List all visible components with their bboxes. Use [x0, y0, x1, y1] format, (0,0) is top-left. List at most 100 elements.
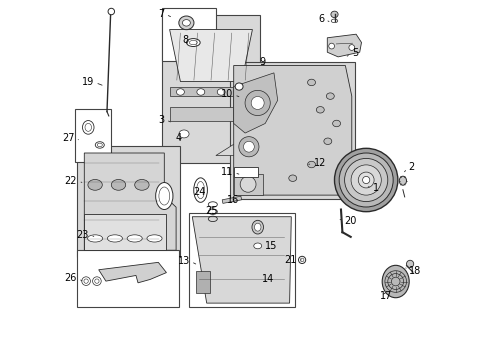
- Polygon shape: [222, 196, 241, 203]
- Polygon shape: [233, 66, 351, 195]
- Text: 2: 2: [407, 162, 414, 172]
- Ellipse shape: [155, 183, 173, 210]
- Ellipse shape: [82, 121, 94, 134]
- Ellipse shape: [307, 79, 315, 86]
- Circle shape: [92, 277, 101, 285]
- Ellipse shape: [146, 235, 162, 242]
- Ellipse shape: [127, 235, 142, 242]
- Circle shape: [251, 96, 264, 109]
- Ellipse shape: [107, 235, 122, 242]
- Ellipse shape: [307, 161, 315, 168]
- Polygon shape: [326, 34, 361, 57]
- Text: 20: 20: [344, 216, 356, 226]
- Ellipse shape: [111, 180, 125, 190]
- Circle shape: [81, 277, 90, 285]
- Text: 18: 18: [408, 266, 421, 276]
- Text: 26: 26: [64, 273, 77, 283]
- Ellipse shape: [179, 130, 189, 138]
- Text: 14: 14: [261, 274, 273, 284]
- Bar: [188, 213, 294, 307]
- Text: 12: 12: [313, 158, 325, 168]
- Bar: [162, 8, 215, 61]
- Text: 8: 8: [182, 35, 188, 45]
- Circle shape: [344, 158, 387, 202]
- Text: 1: 1: [373, 183, 379, 193]
- Ellipse shape: [330, 11, 337, 18]
- Ellipse shape: [254, 223, 261, 231]
- Circle shape: [362, 176, 369, 184]
- Polygon shape: [84, 153, 176, 250]
- Circle shape: [406, 260, 413, 267]
- Circle shape: [298, 256, 305, 264]
- Ellipse shape: [197, 89, 204, 95]
- Circle shape: [334, 148, 397, 212]
- Ellipse shape: [323, 138, 331, 144]
- Ellipse shape: [251, 220, 263, 234]
- Ellipse shape: [332, 120, 340, 127]
- Text: 25: 25: [205, 206, 218, 216]
- Ellipse shape: [288, 175, 296, 181]
- Circle shape: [238, 137, 259, 157]
- Ellipse shape: [330, 19, 337, 23]
- Text: 17: 17: [379, 291, 391, 301]
- Text: 19: 19: [81, 77, 94, 87]
- Ellipse shape: [176, 89, 184, 95]
- Bar: [230, 62, 355, 199]
- Polygon shape: [215, 130, 256, 156]
- Ellipse shape: [382, 265, 408, 298]
- Bar: [77, 146, 179, 257]
- Text: 21: 21: [284, 255, 296, 265]
- Text: 15: 15: [265, 240, 277, 251]
- Ellipse shape: [193, 178, 207, 202]
- Bar: [233, 174, 262, 195]
- Ellipse shape: [95, 142, 104, 148]
- Bar: [77, 250, 178, 307]
- Bar: [84, 215, 166, 250]
- Bar: [196, 271, 210, 293]
- Ellipse shape: [237, 89, 245, 95]
- Bar: [162, 15, 259, 163]
- Circle shape: [84, 279, 88, 283]
- Text: 4: 4: [175, 132, 181, 143]
- Ellipse shape: [253, 243, 261, 249]
- Circle shape: [108, 8, 114, 15]
- Ellipse shape: [316, 107, 324, 113]
- Text: 7: 7: [158, 9, 164, 19]
- Ellipse shape: [179, 16, 194, 30]
- Text: 23: 23: [77, 230, 89, 240]
- Bar: [75, 109, 110, 162]
- Circle shape: [243, 141, 254, 152]
- Text: 22: 22: [64, 176, 77, 186]
- Bar: [169, 107, 252, 121]
- Ellipse shape: [134, 180, 149, 190]
- Circle shape: [358, 172, 373, 188]
- Text: 16: 16: [226, 195, 239, 205]
- Ellipse shape: [189, 40, 197, 45]
- Bar: [169, 87, 252, 96]
- Text: 6: 6: [318, 14, 324, 24]
- Polygon shape: [99, 262, 166, 283]
- Text: 10: 10: [220, 89, 232, 99]
- Circle shape: [350, 165, 381, 195]
- Ellipse shape: [182, 19, 190, 26]
- Text: 13: 13: [177, 256, 189, 266]
- Ellipse shape: [159, 187, 169, 205]
- Circle shape: [348, 45, 354, 50]
- Text: 9: 9: [259, 57, 265, 67]
- Text: 5: 5: [351, 48, 357, 58]
- Circle shape: [240, 176, 256, 192]
- Ellipse shape: [217, 89, 224, 95]
- Polygon shape: [233, 73, 277, 133]
- Text: 11: 11: [220, 167, 232, 177]
- Bar: [233, 167, 258, 177]
- Circle shape: [339, 153, 392, 207]
- Circle shape: [300, 258, 303, 262]
- Ellipse shape: [325, 93, 334, 99]
- Text: 27: 27: [62, 132, 75, 143]
- Ellipse shape: [85, 123, 91, 131]
- Circle shape: [244, 90, 270, 116]
- Ellipse shape: [88, 180, 102, 190]
- Ellipse shape: [97, 143, 102, 147]
- Ellipse shape: [196, 181, 204, 199]
- Circle shape: [328, 43, 334, 49]
